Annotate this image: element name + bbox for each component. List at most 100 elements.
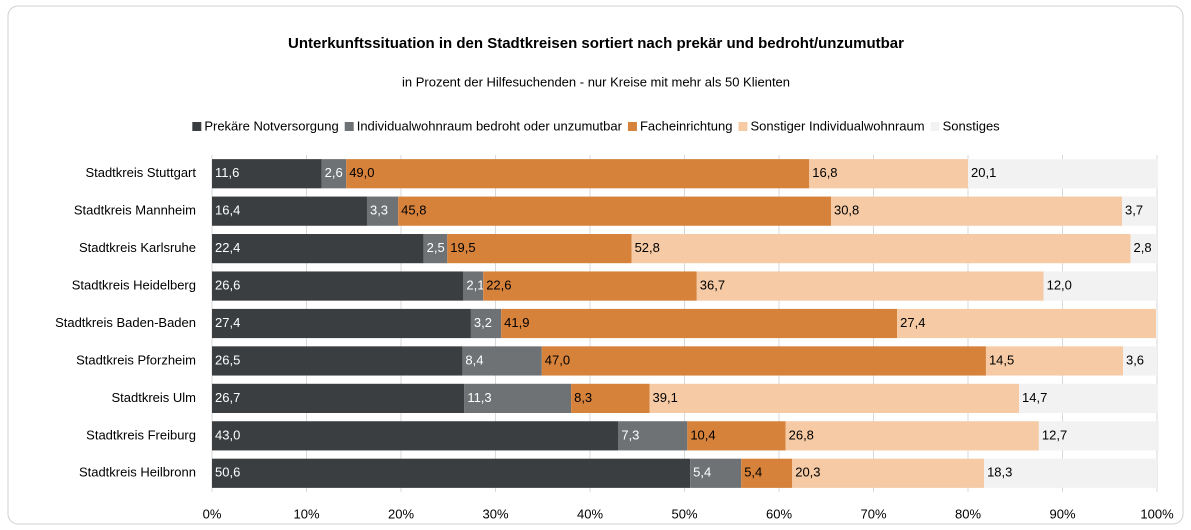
bar-segment	[571, 383, 650, 413]
bar-segment	[212, 308, 471, 339]
x-tick-label: 50%	[671, 506, 697, 521]
bar-segment	[1019, 383, 1158, 413]
x-tick-label: 60%	[766, 506, 792, 521]
bar-segment	[792, 458, 985, 488]
bar-segment	[462, 346, 542, 376]
x-tick-label: 70%	[860, 506, 886, 521]
bar-segment	[321, 159, 347, 189]
data-label: 26,7	[215, 390, 240, 405]
data-label: 5,4	[693, 465, 711, 480]
bar-segment	[687, 421, 786, 451]
legend-label: Facheinrichtung	[640, 118, 733, 133]
data-label: 12,0	[1047, 277, 1072, 292]
data-label: 2,8	[1134, 240, 1152, 255]
data-label: 30,8	[834, 203, 859, 218]
data-label: 26,5	[215, 352, 240, 367]
y-tick-label: Stadtkreis Freiburg	[86, 427, 196, 442]
x-tick-label: 80%	[955, 506, 981, 521]
bar-segment	[212, 159, 322, 189]
data-label: 26,8	[789, 427, 814, 442]
legend-swatch	[627, 122, 637, 131]
bar-segment	[212, 234, 424, 264]
x-tick-label: 10%	[293, 506, 319, 521]
data-label: 27,4	[215, 315, 240, 330]
data-label: 5,4	[744, 465, 762, 480]
data-label: 20,3	[795, 465, 820, 480]
data-label: 8,3	[574, 390, 592, 405]
data-label: 52,8	[635, 240, 660, 255]
legend-label: Sonstiges	[943, 118, 1001, 133]
x-tick-label: 20%	[388, 506, 414, 521]
bar-segment	[830, 196, 1123, 226]
bar-segment	[649, 383, 1020, 413]
y-tick-label: Stadtkreis Heidelberg	[72, 277, 196, 292]
data-label: 20,1	[971, 165, 996, 180]
data-label: 41,9	[504, 315, 529, 330]
data-label: 7,3	[621, 427, 639, 442]
bar-segment	[985, 346, 1123, 376]
data-label: 14,7	[1022, 390, 1047, 405]
bar-segment	[483, 271, 697, 301]
bar-segment	[423, 234, 448, 264]
y-tick-label: Stadtkreis Stuttgart	[85, 165, 196, 180]
data-label: 11,3	[467, 390, 491, 405]
data-label: 2,1	[466, 277, 484, 292]
data-label: 10,4	[690, 427, 715, 442]
bar-segment	[463, 271, 484, 301]
bar-segment	[501, 308, 898, 339]
legend-swatch	[930, 122, 940, 131]
data-label: 39,1	[653, 390, 678, 405]
data-label: 43,0	[215, 427, 240, 442]
data-label: 8,4	[465, 352, 483, 367]
x-tick-label: 0%	[203, 506, 222, 521]
bar-segment	[212, 271, 464, 301]
y-tick-label: Stadtkreis Heilbronn	[79, 465, 196, 480]
bar-segment	[809, 159, 968, 189]
chart-title: Unterkunftssituation in den Stadtkreisen…	[288, 35, 904, 52]
bar-segment	[618, 421, 688, 451]
data-label: 3,3	[370, 203, 388, 218]
data-label: 47,0	[545, 352, 570, 367]
data-label: 14,5	[989, 352, 1014, 367]
data-label: 16,4	[215, 203, 240, 218]
bar-segment	[1122, 196, 1157, 226]
bar-segment	[1122, 346, 1157, 376]
data-label: 19,5	[450, 240, 475, 255]
legend-label: Sonstiger Individualwohnraum	[750, 118, 924, 133]
x-tick-label: 30%	[482, 506, 508, 521]
bar-segment	[897, 308, 1157, 339]
data-label: 26,6	[215, 277, 240, 292]
data-label: 11,6	[215, 165, 239, 180]
legend-label: Individualwohnraum bedroht oder unzumutb…	[357, 118, 623, 133]
data-label: 2,5	[427, 240, 445, 255]
y-tick-label: Stadtkreis Baden-Baden	[55, 315, 196, 330]
y-tick-label: Stadtkreis Pforzheim	[76, 352, 196, 367]
data-label: 16,8	[812, 165, 837, 180]
bar-segment	[968, 159, 1158, 189]
bar-segment	[346, 159, 810, 189]
data-label: 27,4	[900, 315, 925, 330]
bar-segment	[212, 421, 619, 451]
x-tick-label: 40%	[577, 506, 603, 521]
data-label: 36,7	[700, 277, 725, 292]
bar-segment	[470, 308, 502, 339]
data-label: 12,7	[1042, 427, 1067, 442]
data-label: 50,6	[215, 465, 240, 480]
bar-segment	[1038, 421, 1159, 451]
x-tick-label: 90%	[1049, 506, 1075, 521]
bar-segment	[1130, 234, 1157, 264]
data-label: 49,0	[349, 165, 374, 180]
data-label: 22,4	[215, 240, 240, 255]
bar-segment	[212, 458, 691, 488]
data-label: 18,3	[987, 465, 1012, 480]
data-label: 22,6	[486, 277, 511, 292]
data-label: 3,6	[1126, 352, 1144, 367]
data-label: 3,2	[474, 315, 492, 330]
bar-segment	[984, 458, 1157, 488]
legend-swatch	[344, 122, 354, 131]
bar-segment	[212, 346, 463, 376]
chart-subtitle: in Prozent der Hilfesuchenden - nur Krei…	[402, 74, 790, 89]
x-tick-label: 100%	[1140, 506, 1174, 521]
y-tick-label: Stadtkreis Karlsruhe	[79, 240, 196, 255]
